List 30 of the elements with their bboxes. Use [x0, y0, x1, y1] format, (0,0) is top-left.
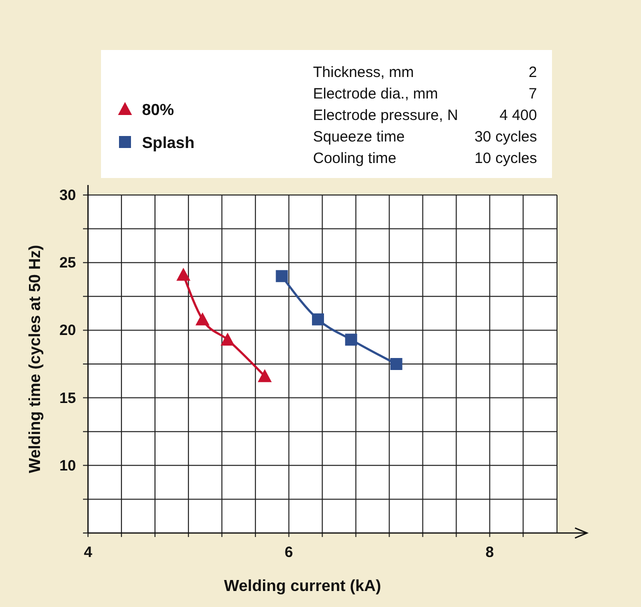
point	[312, 313, 324, 326]
y-axis-title: Welding time (cycles at 50 Hz)	[27, 244, 44, 474]
text: Cooling time	[313, 150, 396, 167]
x-tick-label: 6	[284, 544, 294, 561]
point	[176, 268, 190, 281]
text: 7	[528, 86, 537, 102]
text: Electrode dia., mm	[313, 86, 438, 102]
point	[345, 334, 358, 346]
point	[195, 312, 210, 326]
x-tick-label: 8	[486, 544, 494, 561]
text: 30 cycles	[474, 128, 537, 146]
y-tick-label: 25	[59, 254, 76, 272]
point	[258, 369, 272, 382]
text: 4 400	[499, 107, 537, 124]
text: Thickness, mm	[313, 64, 414, 81]
point	[390, 358, 402, 370]
y-tick-label: 30	[59, 187, 76, 204]
y-tick-label: 20	[59, 322, 76, 340]
legend-label: 80%	[142, 102, 174, 119]
y-tick-label: 15	[59, 390, 76, 407]
legend-label: Splash	[142, 135, 194, 152]
x-axis-title: Welding current (kA)	[224, 578, 382, 595]
text: 2	[528, 64, 537, 81]
text: 10 cycles	[474, 150, 537, 167]
y-tick-label: 10	[59, 457, 76, 474]
x-tick-label: 4	[84, 544, 93, 561]
text: Squeeze time	[313, 128, 405, 146]
text: Electrode pressure, N	[313, 107, 458, 124]
point	[220, 332, 235, 346]
point	[276, 270, 288, 282]
